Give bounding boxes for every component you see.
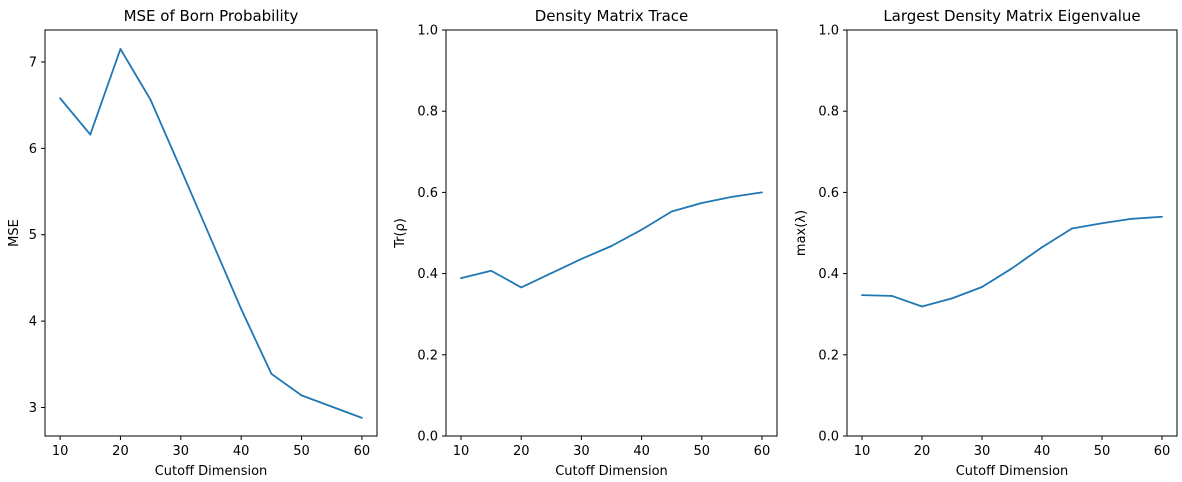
data-point xyxy=(550,272,553,275)
x-tick-label: 10 xyxy=(453,444,470,459)
data-point xyxy=(610,245,613,247)
y-tick-label: 0.6 xyxy=(417,186,438,201)
y-tick-label: 6 xyxy=(29,142,37,157)
x-tick-label: 60 xyxy=(354,444,371,459)
data-point xyxy=(580,258,583,260)
y-tick-label: 1.0 xyxy=(417,24,438,39)
chart-title-3: Largest Density Matrix Eigenvalue xyxy=(883,7,1140,25)
x-axis-label-2: Cutoff Dimension xyxy=(555,464,668,479)
data-point xyxy=(89,133,92,136)
data-point xyxy=(951,297,953,300)
plot-frame-2 xyxy=(445,29,778,437)
data-point xyxy=(149,99,152,101)
data-point xyxy=(490,269,493,272)
data-point xyxy=(1011,267,1013,270)
y-tick-label: 0.2 xyxy=(417,348,438,363)
x-tick-label: 60 xyxy=(1154,444,1171,459)
data-point xyxy=(640,228,643,231)
data-point xyxy=(460,277,462,279)
y-tick-label: 0.4 xyxy=(417,267,438,282)
data-point xyxy=(270,372,273,375)
series-line-2 xyxy=(460,191,763,289)
y-tick-label: 3 xyxy=(29,401,37,416)
data-point xyxy=(1131,217,1133,220)
x-tick-label: 60 xyxy=(754,444,771,459)
y-tick-label: 0.2 xyxy=(818,348,839,363)
x-tick-label: 20 xyxy=(914,444,931,459)
x-tick-label: 20 xyxy=(112,444,129,459)
y-tick-label: 0.4 xyxy=(818,267,839,282)
y-tick-label: 1.0 xyxy=(818,24,839,39)
plot-frame-1 xyxy=(44,29,378,437)
y-tick-label: 0.8 xyxy=(818,105,839,120)
data-point xyxy=(891,295,893,297)
data-point xyxy=(1071,227,1073,230)
x-tick-label: 50 xyxy=(293,444,310,459)
data-point xyxy=(921,305,923,308)
chart-title-2: Density Matrix Trace xyxy=(535,7,689,25)
data-point xyxy=(361,416,363,419)
data-point xyxy=(330,405,333,408)
x-tick-label: 30 xyxy=(173,444,190,459)
x-tick-label: 20 xyxy=(513,444,530,459)
chart-title-1: MSE of Born Probability xyxy=(124,7,299,25)
y-tick-label: 7 xyxy=(29,55,37,70)
x-tick-label: 40 xyxy=(633,444,650,459)
data-point xyxy=(179,168,182,170)
y-tick-label: 0.0 xyxy=(818,430,839,445)
y-tick-label: 0.6 xyxy=(818,186,839,201)
series-line-1 xyxy=(59,48,363,419)
data-point xyxy=(300,394,303,397)
x-tick-label: 30 xyxy=(974,444,991,459)
x-axis-label-3: Cutoff Dimension xyxy=(956,464,1069,479)
y-tick-label: 0.0 xyxy=(417,430,438,445)
data-point xyxy=(1101,222,1103,225)
data-point xyxy=(670,210,673,213)
plot-frame-3 xyxy=(846,29,1178,437)
x-tick-label: 10 xyxy=(854,444,871,459)
x-tick-label: 50 xyxy=(1094,444,1111,459)
y-axis-label-3: max(λ) xyxy=(794,210,809,256)
series-line-3 xyxy=(861,215,1163,308)
data-point xyxy=(861,294,863,297)
y-tick-label: 5 xyxy=(29,228,37,243)
x-tick-label: 40 xyxy=(1034,444,1051,459)
y-tick-label: 4 xyxy=(29,315,37,330)
data-point xyxy=(1041,246,1043,249)
data-point xyxy=(520,286,523,289)
data-point xyxy=(59,97,61,100)
y-axis-label-2: Tr(ρ) xyxy=(393,218,408,249)
data-point xyxy=(119,48,122,50)
x-axis-label-1: Cutoff Dimension xyxy=(155,464,268,479)
data-point xyxy=(761,191,763,194)
y-axis-label-1: MSE xyxy=(7,219,22,247)
data-point xyxy=(210,238,212,240)
data-point xyxy=(700,202,703,204)
y-tick-label: 0.8 xyxy=(417,105,438,120)
x-tick-label: 40 xyxy=(233,444,250,459)
x-tick-label: 10 xyxy=(52,444,69,459)
data-point xyxy=(981,286,983,288)
x-tick-label: 30 xyxy=(573,444,590,459)
x-tick-label: 50 xyxy=(693,444,710,459)
data-point xyxy=(240,308,243,310)
data-point xyxy=(1161,215,1163,218)
data-point xyxy=(730,195,733,198)
